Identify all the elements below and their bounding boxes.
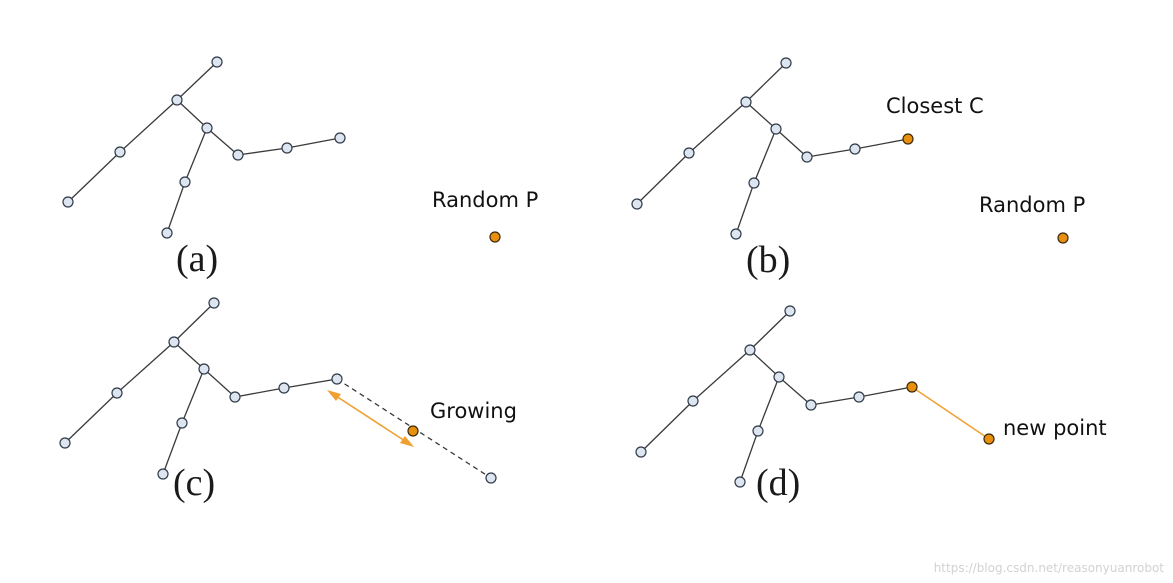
closest-node-label: Closest C [886, 94, 984, 118]
tree-node [161, 227, 173, 239]
panel-label-a: (a) [176, 238, 218, 280]
tree-nodes [631, 57, 861, 240]
panel-b: Closest C Random P (b) [631, 57, 1085, 281]
panel-label-b: (b) [746, 239, 790, 281]
tree-node [168, 336, 180, 348]
tree-node [334, 132, 346, 144]
tree-node [801, 151, 813, 163]
tree-nodes [59, 297, 497, 484]
random-point-label: Random P [432, 188, 538, 212]
tree-node [631, 198, 643, 210]
tree-node [770, 123, 782, 135]
tree-node [59, 437, 71, 449]
tree-node [278, 382, 290, 394]
panel-a: Random P (a) [62, 56, 538, 280]
closest-node [902, 133, 914, 145]
growing-label: Growing [430, 399, 517, 423]
new-point-node [983, 433, 995, 445]
tree-node [157, 468, 169, 480]
tree-node [752, 425, 764, 437]
panel-label-d: (d) [756, 462, 800, 504]
tree-node [208, 297, 220, 309]
tree-node [114, 146, 126, 158]
tree-edges [64, 302, 338, 475]
tree-node [211, 56, 223, 68]
tree-node [780, 57, 792, 69]
tree-node [229, 391, 241, 403]
panel-label-c: (c) [173, 462, 215, 504]
closest-node [906, 381, 918, 393]
tree-edges [640, 310, 913, 483]
tree-node [281, 142, 293, 154]
tree-node [232, 149, 244, 161]
tree-node [784, 305, 796, 317]
tree-node [773, 371, 785, 383]
tree-node [179, 176, 191, 188]
tree-node [201, 122, 213, 134]
tree-node [748, 177, 760, 189]
tree-node [62, 196, 74, 208]
tree-node [849, 143, 861, 155]
random-point-node [485, 472, 497, 484]
random-point-label: Random P [979, 193, 1085, 217]
tree-edges [636, 62, 909, 235]
growth-arrow [327, 390, 414, 447]
panel-d: new point (d) [635, 305, 1107, 504]
tree-node [171, 94, 183, 106]
tree-node [687, 395, 699, 407]
tree-node [111, 387, 123, 399]
watermark-text: https://blog.csdn.net/reasonyuanrobot [934, 561, 1165, 575]
tree-node [805, 399, 817, 411]
tree-node [176, 417, 188, 429]
panel-c: Growing (c) [59, 297, 517, 504]
tree-nodes [635, 305, 865, 488]
tree-node [198, 363, 210, 375]
tree-node [734, 476, 746, 488]
tree-node [730, 228, 742, 240]
tree-node [853, 391, 865, 403]
new-point-label: new point [1003, 416, 1107, 440]
tree-edges [67, 61, 341, 234]
random-point-node [489, 231, 501, 243]
tree-node [635, 446, 647, 458]
tree-node [683, 147, 695, 159]
tree-node [744, 344, 756, 356]
random-point-node [1057, 232, 1069, 244]
new-edge [911, 386, 990, 440]
tree-node [740, 96, 752, 108]
tree-nodes [62, 56, 346, 239]
tree-node [331, 373, 343, 385]
growing-node [407, 425, 419, 437]
